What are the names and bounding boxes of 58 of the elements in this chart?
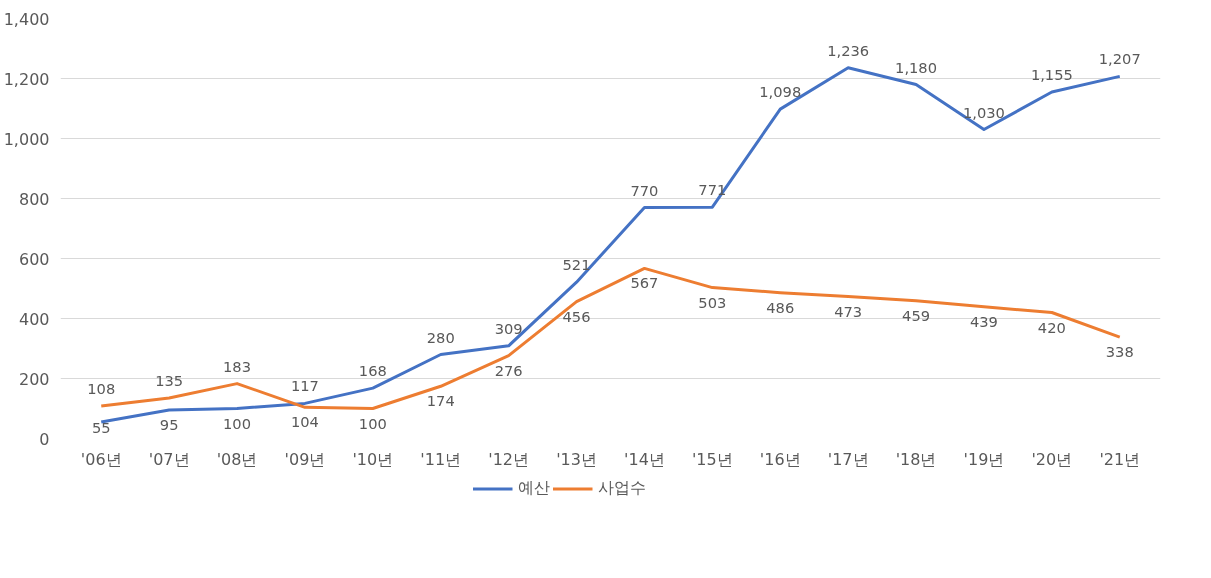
data-label: 521 [562, 256, 591, 274]
x-tick-label: '09년 [284, 449, 326, 469]
y-tick-label: 1,400 [3, 9, 50, 29]
data-label: 104 [290, 413, 319, 431]
y-tick-label: 0 [39, 429, 50, 449]
data-label: 174 [426, 392, 455, 410]
y-tick-label: 1,200 [3, 69, 50, 89]
x-tick-label: '13년 [556, 449, 597, 469]
y-tick-label: 200 [18, 369, 50, 389]
data-label: 1,207 [1098, 50, 1141, 68]
legend-label: 사업수 [597, 477, 646, 499]
x-tick-label: '18년 [895, 449, 937, 469]
data-label: 55 [91, 419, 111, 436]
x-tick-label: '16년 [759, 449, 801, 469]
x-tick-label: '17년 [827, 449, 869, 469]
y-tick-label: 400 [18, 309, 50, 329]
data-label: 420 [1037, 318, 1066, 336]
data-label: 183 [223, 357, 252, 375]
x-tick-label: '06년 [80, 449, 122, 469]
data-label: 1,180 [895, 58, 938, 76]
y-tick-label: 800 [18, 189, 50, 209]
x-tick-label: '20년 [1031, 449, 1073, 469]
data-label: 770 [630, 181, 659, 199]
x-tick-label: '12년 [488, 449, 530, 469]
x-tick-label: '19년 [963, 449, 1005, 469]
data-label: 135 [155, 372, 184, 389]
data-label: 456 [562, 307, 591, 325]
x-tick-label: '08년 [216, 449, 258, 469]
data-label: 473 [834, 302, 863, 320]
data-label: 503 [698, 293, 727, 311]
data-label: 439 [969, 312, 998, 330]
x-tick-label: '14년 [624, 449, 665, 469]
data-label: 771 [698, 181, 727, 199]
y-tick-label: 1,000 [3, 129, 50, 149]
data-label: 100 [223, 414, 252, 432]
data-label: 567 [630, 274, 659, 292]
data-label: 100 [358, 414, 387, 432]
data-label: 1,098 [759, 83, 802, 101]
data-label: 486 [766, 298, 795, 316]
data-label: 117 [290, 377, 319, 395]
data-label: 459 [902, 306, 931, 324]
legend-label: 예산 [517, 477, 550, 499]
data-label: 1,236 [827, 41, 870, 59]
data-label: 1,030 [962, 103, 1005, 121]
x-tick-label: '15년 [691, 449, 733, 469]
data-label: 276 [494, 361, 523, 379]
x-tick-label: '11년 [420, 449, 462, 469]
data-label: 338 [1105, 343, 1134, 361]
x-tick-label: '10년 [352, 449, 394, 469]
data-label: 108 [87, 380, 116, 398]
x-tick-label: '21년 [1099, 449, 1141, 469]
data-label: 280 [426, 328, 455, 346]
data-label: 1,155 [1030, 66, 1073, 83]
data-label: 168 [358, 362, 387, 380]
x-tick-label: '07년 [148, 449, 190, 469]
y-tick-label: 600 [18, 249, 50, 269]
data-label: 309 [494, 319, 523, 337]
data-label: 95 [159, 416, 179, 433]
